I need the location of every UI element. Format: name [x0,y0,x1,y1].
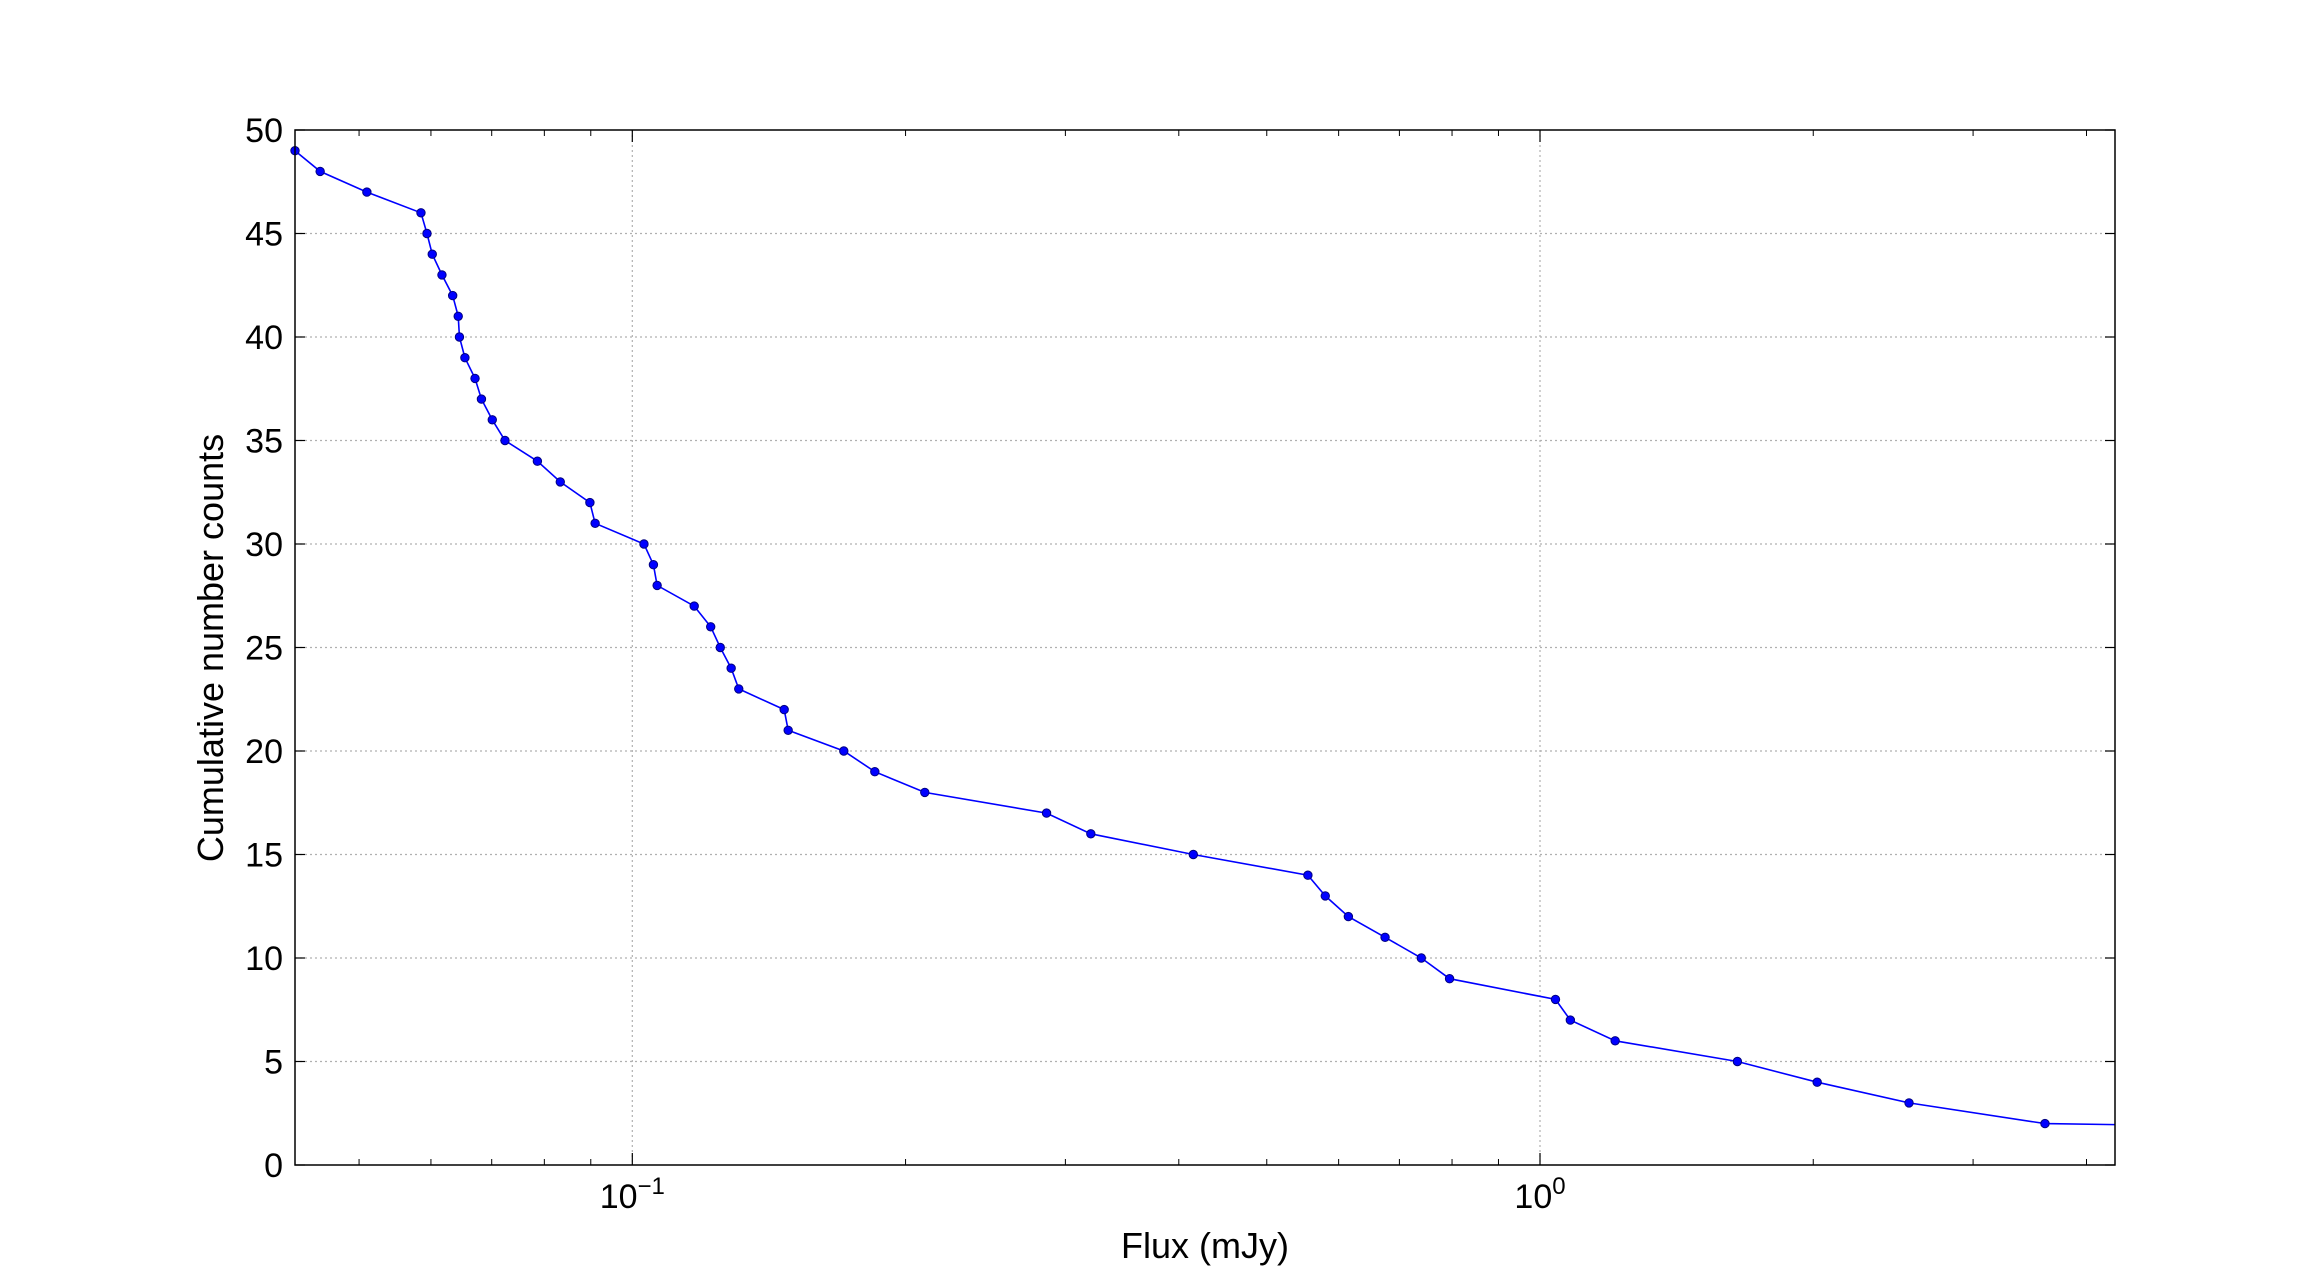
data-point [1416,953,1427,963]
data-point [454,332,465,342]
data-point [1343,911,1354,922]
data-point [470,373,480,384]
data-point [585,497,595,508]
data-point [427,249,437,259]
data-point [1732,1056,1743,1067]
data-point [706,622,716,632]
y-axis-label: Cumulative number counts [190,434,231,862]
data-point [715,642,725,653]
data-point [453,311,463,321]
data-point [1320,891,1330,901]
data-point [734,684,744,694]
data-point [555,477,565,487]
data-point [437,270,447,280]
data-point [1188,849,1199,860]
data-point [590,518,600,528]
data-point [689,601,699,611]
data-point [1380,932,1390,942]
data-point [362,187,372,197]
grid [295,130,2115,1165]
y-tick-label: 25 [245,630,283,668]
y-tick-label: 20 [245,733,283,771]
y-tick-label: 0 [264,1147,283,1185]
data-point [1303,870,1313,880]
y-tick-label: 15 [245,837,283,875]
series-layer [290,146,2116,1129]
ticks [295,129,2115,1166]
data-point [1086,829,1096,839]
data-point [416,208,426,218]
data-point [1812,1077,1822,1087]
data-point [532,456,543,466]
data-point [447,290,458,301]
data-point [870,767,880,777]
data-point [2040,1118,2050,1129]
data-point [460,353,470,363]
x-tick-label: 10−1 [600,1173,665,1216]
data-point [315,166,325,177]
data-point [1904,1098,1914,1108]
y-tick-label: 35 [245,423,283,461]
data-point [639,539,649,549]
y-tick-label: 5 [264,1044,283,1082]
data-point [920,787,930,798]
y-tick-label: 30 [245,526,283,564]
data-point [1610,1036,1620,1046]
y-tick-label: 10 [245,940,283,978]
y-tick-label: 45 [245,216,283,254]
data-point [1041,808,1052,818]
data-point [779,704,789,715]
data-point [422,228,432,239]
tick-labels: 0 5 10 15 20 25 30 35 40 45 50 10−1 100 [245,112,1565,1216]
data-point [783,725,793,735]
data-point [648,560,659,570]
y-tick-label: 50 [245,112,283,150]
data-point [1565,1015,1576,1025]
x-tick-label: 100 [1514,1173,1565,1216]
data-point [500,435,510,446]
y-tick-label: 40 [245,319,283,357]
data-point [487,415,497,425]
data-point [839,746,849,756]
data-point [1444,974,1455,984]
data-point [652,580,662,591]
data-point [1550,994,1561,1005]
data-point [726,663,736,673]
data-point [476,394,487,404]
x-axis-label: Flux (mJy) [1121,1225,1289,1266]
